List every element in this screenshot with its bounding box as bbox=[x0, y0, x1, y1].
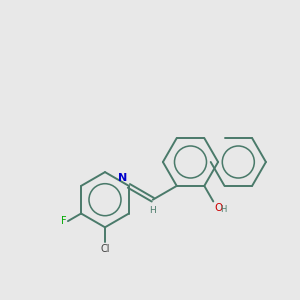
Text: H: H bbox=[149, 206, 156, 215]
Text: Cl: Cl bbox=[100, 244, 110, 254]
Text: O: O bbox=[214, 203, 223, 213]
Text: H: H bbox=[220, 205, 226, 214]
Text: N: N bbox=[118, 173, 128, 183]
Text: F: F bbox=[61, 216, 66, 226]
